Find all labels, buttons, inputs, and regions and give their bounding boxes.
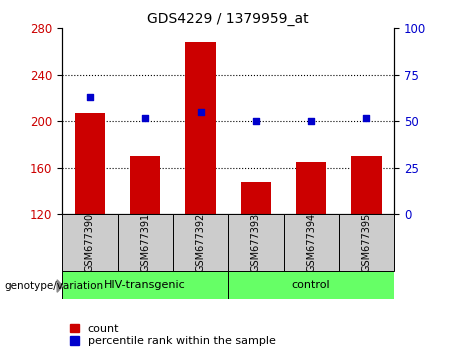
Bar <box>185 42 216 214</box>
Text: GSM677394: GSM677394 <box>306 213 316 272</box>
Point <box>307 118 315 124</box>
Bar <box>241 182 271 214</box>
Bar <box>75 113 105 214</box>
Text: HIV-transgenic: HIV-transgenic <box>104 280 186 290</box>
FancyBboxPatch shape <box>173 214 228 271</box>
FancyBboxPatch shape <box>339 214 394 271</box>
Text: GSM677393: GSM677393 <box>251 213 261 272</box>
Title: GDS4229 / 1379959_at: GDS4229 / 1379959_at <box>148 12 309 26</box>
Text: control: control <box>292 280 331 290</box>
FancyArrow shape <box>57 280 63 292</box>
Point <box>86 94 94 100</box>
FancyBboxPatch shape <box>284 214 339 271</box>
FancyBboxPatch shape <box>228 214 284 271</box>
Text: genotype/variation: genotype/variation <box>5 281 104 291</box>
FancyBboxPatch shape <box>118 214 173 271</box>
FancyBboxPatch shape <box>62 271 228 299</box>
Bar <box>351 156 382 214</box>
Text: GSM677392: GSM677392 <box>195 213 206 272</box>
FancyBboxPatch shape <box>62 214 118 271</box>
Point <box>142 115 149 120</box>
FancyBboxPatch shape <box>228 271 394 299</box>
Point <box>363 115 370 120</box>
Legend: count, percentile rank within the sample: count, percentile rank within the sample <box>68 321 278 348</box>
Text: GSM677395: GSM677395 <box>361 213 372 272</box>
Bar <box>130 156 160 214</box>
Point <box>252 118 260 124</box>
Text: GSM677391: GSM677391 <box>140 213 150 272</box>
Text: GSM677390: GSM677390 <box>85 213 95 272</box>
Point <box>197 109 204 115</box>
Bar <box>296 162 326 214</box>
